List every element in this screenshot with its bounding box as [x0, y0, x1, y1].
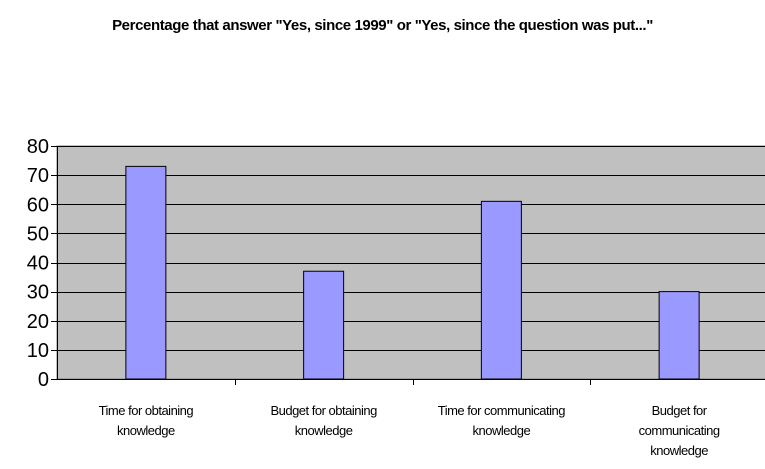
- bar: [480, 200, 522, 380]
- x-tick-label-line: knowledge: [473, 423, 531, 438]
- x-tick-label-line: Time for communicating: [438, 403, 565, 418]
- chart-title: Percentage that answer "Yes, since 1999"…: [112, 17, 653, 34]
- y-tick-label: 20: [27, 311, 49, 333]
- x-tick-label-line: communicating: [639, 423, 720, 438]
- x-tick-label-line: Budget for: [652, 403, 708, 418]
- x-tick-label-line: knowledge: [117, 423, 175, 438]
- x-tick-label-line: knowledge: [295, 423, 353, 438]
- x-tick-label: Budget for communicating knowledge: [639, 403, 720, 458]
- y-tick-label: 50: [27, 223, 49, 245]
- y-tick-label: 40: [27, 253, 49, 275]
- y-tick-label: 70: [27, 165, 49, 187]
- y-axis-ticks: 0 10 20 30 40 50 60 70 80: [27, 136, 57, 391]
- bar: [658, 291, 700, 380]
- y-tick-label: 0: [38, 369, 49, 391]
- x-tick-label: Time for obtaining knowledge: [99, 403, 194, 438]
- bars: [125, 165, 700, 380]
- axes: [51, 146, 765, 380]
- x-tick-label: Time for communicating knowledge: [438, 403, 565, 438]
- y-tick-label: 60: [27, 194, 49, 216]
- y-tick-label: 80: [27, 136, 49, 158]
- bar: [303, 270, 345, 380]
- y-tick-label: 30: [27, 282, 49, 304]
- x-tick-label-line: knowledge: [650, 443, 708, 458]
- gridlines: [57, 146, 765, 351]
- bar: [125, 165, 167, 380]
- x-tick-label-line: Time for obtaining: [99, 403, 194, 418]
- y-tick-label: 10: [27, 340, 49, 362]
- x-tick-label: Budget for obtaining knowledge: [270, 403, 377, 438]
- x-tick-label-line: Budget for obtaining: [270, 403, 377, 418]
